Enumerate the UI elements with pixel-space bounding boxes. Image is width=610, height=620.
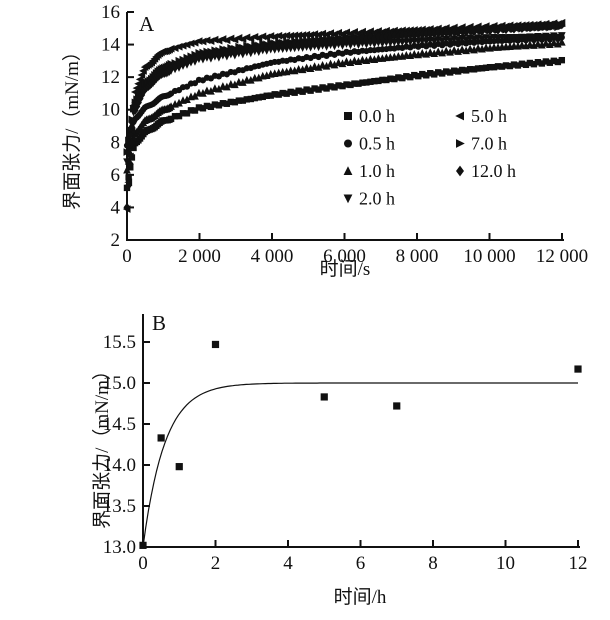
legend-item-label: 12.0 h	[471, 161, 516, 181]
x-tick-label: 8	[428, 553, 438, 574]
legend-item: 1.0 h	[343, 161, 395, 181]
x-axis-ticks: 0 2 4 6 8 10 12	[138, 540, 588, 574]
x-tick-label: 6 000	[323, 246, 366, 267]
x-tick-label: 10	[496, 553, 515, 574]
x-tick-label: 12 000	[536, 246, 588, 267]
x-tick-label: 4	[283, 553, 293, 574]
axes	[142, 314, 580, 548]
y-tick-label: 16	[101, 2, 120, 23]
y-tick-label: 15.0	[103, 373, 136, 394]
panel-b-y-axis-title: 界面张力/（mN/m）	[91, 361, 113, 529]
legend: 0.0 h 0.5 h 1.0 h 2.0 h 5.0 h 7.0 h 12.0 h	[343, 106, 516, 209]
panel-a-plot: 0 2 000 4 000 6 000 8 000 10 000 12 000 2 4 6 8 10 1…	[101, 2, 588, 267]
legend-item: 0.5 h	[344, 134, 395, 154]
legend-item: 7.0 h	[456, 134, 507, 154]
y-tick-label: 4	[111, 197, 121, 218]
legend-item: 12.0 h	[456, 161, 516, 181]
x-tick-label: 0	[122, 246, 132, 267]
y-tick-label: 8	[111, 132, 121, 153]
y-axis-ticks: 2 4 6 8 10 12 14 16	[101, 2, 134, 251]
legend-item: 2.0 h	[343, 189, 395, 209]
fit-curve	[142, 382, 578, 548]
series-12.0h	[123, 19, 566, 213]
legend-item-label: 0.0 h	[359, 106, 395, 126]
x-tick-label: 6	[356, 553, 366, 574]
panel-a-x-axis-title: 时间/s	[320, 258, 371, 280]
x-tick-label: 4 000	[251, 246, 294, 267]
panel-a-y-axis-title: 界面张力/（mN/m）	[61, 42, 83, 210]
x-tick-label: 0	[138, 553, 148, 574]
y-tick-label: 12	[101, 67, 120, 88]
panel-b-plot: 0 2 4 6 8 10 12 13.0 13.5 14.0 14.5 15.0 15.5	[103, 314, 588, 574]
legend-item-label: 7.0 h	[471, 134, 507, 154]
legend-item-label: 1.0 h	[359, 161, 395, 181]
legend-item: 5.0 h	[455, 106, 507, 126]
series-0.0h	[123, 56, 566, 192]
x-tick-label: 12	[569, 553, 588, 574]
panel-a-letter: A	[139, 12, 155, 36]
y-axis-ticks: 13.0 13.5 14.0 14.5 15.0 15.5	[103, 332, 150, 558]
series-points	[139, 340, 582, 549]
y-tick-label: 13.0	[103, 537, 136, 558]
y-tick-label: 14	[101, 35, 121, 56]
x-tick-label: 8 000	[396, 246, 439, 267]
x-tick-label: 2	[211, 553, 221, 574]
series-1.0h	[123, 37, 566, 174]
series-0.5h	[123, 34, 565, 149]
y-tick-label: 14.0	[103, 455, 136, 476]
legend-item-label: 5.0 h	[471, 106, 507, 126]
panel-b-x-axis-title: 时间/h	[334, 586, 387, 608]
x-tick-label: 2 000	[178, 246, 221, 267]
y-tick-label: 10	[101, 100, 120, 121]
y-tick-label: 6	[111, 165, 121, 186]
legend-item: 0.0 h	[344, 106, 395, 126]
y-tick-label: 13.5	[103, 496, 136, 517]
panel-b-letter: B	[152, 311, 166, 335]
legend-item-label: 2.0 h	[359, 189, 395, 209]
y-tick-label: 15.5	[103, 332, 136, 353]
legend-item-label: 0.5 h	[359, 134, 395, 154]
panel-a-chart: 0 2 000 4 000 6 000 8 000 10 000 12 000 2 4 6 8 10 1…	[61, 2, 588, 280]
x-tick-label: 10 000	[463, 246, 515, 267]
panel-b-chart: 0 2 4 6 8 10 12 13.0 13.5 14.0 14.5 15.0 15.5 B 时间/h…	[91, 311, 588, 608]
x-axis-ticks: 0 2 000 4 000 6 000 8 000 10 000 12 000	[122, 233, 588, 267]
y-tick-label: 2	[111, 230, 121, 251]
y-tick-label: 14.5	[103, 414, 136, 435]
